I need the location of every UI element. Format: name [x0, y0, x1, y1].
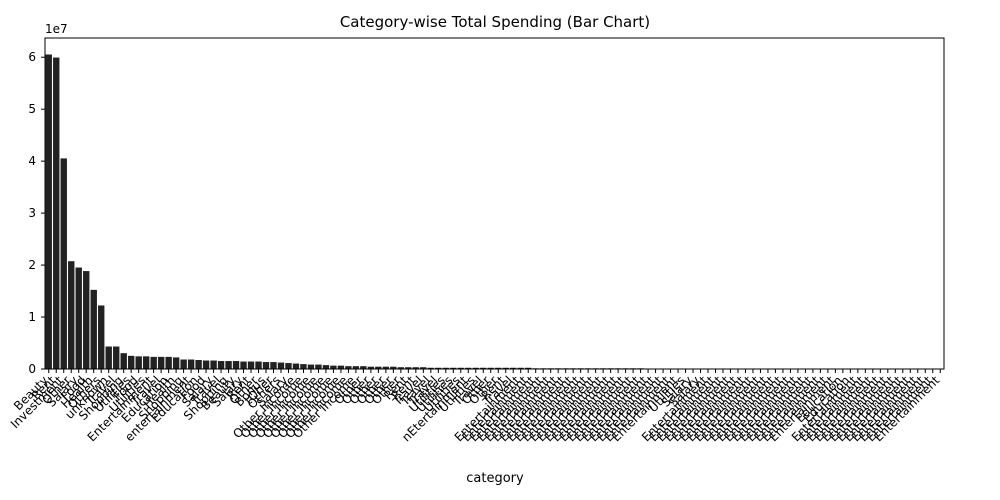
bar — [120, 353, 127, 370]
bar — [128, 355, 135, 370]
bar — [157, 356, 165, 370]
bar — [285, 363, 292, 370]
bar — [83, 271, 90, 370]
bar — [75, 267, 82, 370]
bar — [90, 289, 97, 370]
bar — [210, 360, 217, 370]
bar — [150, 356, 157, 370]
bar — [247, 361, 255, 370]
y-tick-label: 2 — [28, 258, 36, 272]
bar — [195, 360, 202, 370]
bar — [105, 346, 112, 370]
bar — [300, 364, 307, 370]
bar — [98, 305, 105, 370]
bar — [277, 362, 285, 370]
bar — [172, 357, 180, 370]
y-tick-label: 0 — [28, 362, 36, 376]
y-tick-label: 1 — [28, 310, 36, 324]
bar — [262, 362, 270, 370]
bar — [60, 158, 67, 370]
chart-title: Category-wise Total Spending (Bar Chart) — [340, 13, 650, 31]
bar — [322, 365, 330, 370]
bar — [180, 359, 187, 370]
bar — [240, 361, 247, 370]
bar — [232, 361, 240, 370]
bar — [225, 361, 232, 370]
bar — [165, 356, 172, 370]
bar — [315, 364, 322, 370]
plot-frame — [44, 37, 945, 370]
bar — [217, 361, 225, 370]
bar — [292, 363, 300, 370]
y-offset-label: 1e7 — [45, 22, 68, 36]
bar — [142, 356, 150, 370]
bar — [255, 361, 262, 370]
bar — [135, 356, 142, 370]
bar — [202, 360, 210, 370]
bar — [68, 261, 75, 370]
bar — [113, 346, 120, 370]
y-tick-label: 4 — [28, 154, 36, 168]
bar — [53, 57, 60, 370]
bar — [270, 362, 277, 370]
x-axis-label: category — [466, 471, 524, 486]
bar — [45, 54, 52, 370]
y-tick-label: 6 — [28, 50, 36, 64]
y-tick-label: 3 — [28, 206, 36, 220]
y-tick-label: 5 — [28, 102, 36, 116]
bar — [187, 359, 195, 370]
bar — [307, 364, 315, 370]
